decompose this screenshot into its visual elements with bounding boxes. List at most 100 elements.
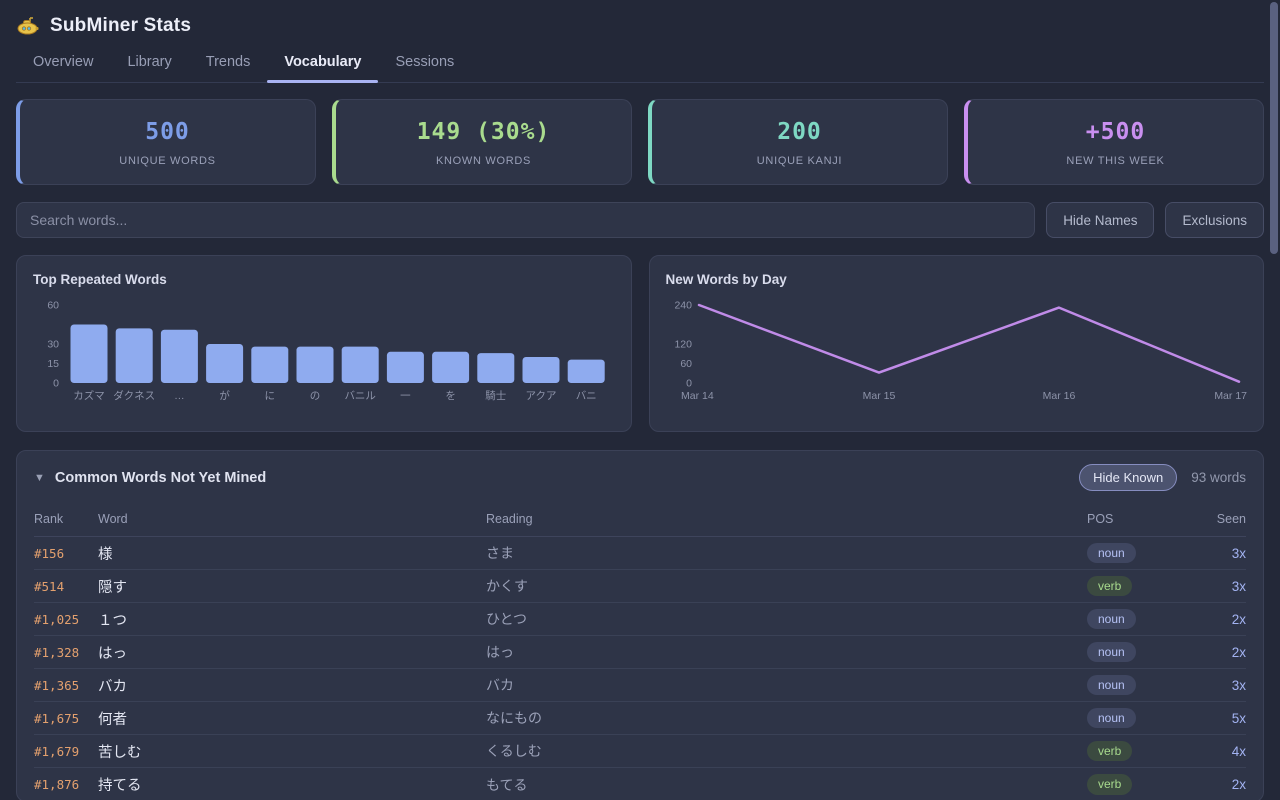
cell-seen: 5x xyxy=(1231,710,1246,726)
svg-text:Mar 16: Mar 16 xyxy=(1042,390,1075,402)
svg-text:バニル: バニル xyxy=(344,390,376,402)
line-chart-title: New Words by Day xyxy=(665,272,787,287)
stat-card-unique-kanji: 200 UNIQUE KANJI xyxy=(648,99,948,185)
svg-text:240: 240 xyxy=(674,300,692,312)
pos-badge: verb xyxy=(1087,740,1133,762)
cell-seen: 3x xyxy=(1231,545,1246,561)
svg-text:ダクネス: ダクネス xyxy=(113,389,155,402)
cell-word: 持てる xyxy=(98,778,142,794)
collapse-triangle-icon[interactable]: ▼ xyxy=(34,471,45,484)
svg-text:60: 60 xyxy=(680,358,692,370)
svg-text:Mar 15: Mar 15 xyxy=(862,390,895,402)
table-row[interactable]: #1,876 持てる もてる verb 2x xyxy=(34,768,1246,800)
cell-pos: noun xyxy=(1087,608,1202,630)
exclusions-button[interactable]: Exclusions xyxy=(1165,202,1264,238)
stat-value: 500 xyxy=(145,119,190,145)
table-row[interactable]: #1,365 バカ バカ noun 3x xyxy=(34,669,1246,702)
toolbar: Hide Names Exclusions xyxy=(16,202,1264,238)
cell-rank: #1,675 xyxy=(34,710,80,726)
svg-text:が: が xyxy=(219,389,230,402)
scrollbar-thumb[interactable] xyxy=(1270,2,1278,254)
page-title: SubMiner Stats xyxy=(50,15,192,36)
submarine-logo-icon xyxy=(17,17,39,35)
section-title: Common Words Not Yet Mined xyxy=(54,469,267,486)
cell-seen: 2x xyxy=(1231,644,1246,660)
cell-seen: 4x xyxy=(1231,743,1246,759)
svg-text:一: 一 xyxy=(400,390,411,402)
cell-pos: verb xyxy=(1087,575,1202,597)
pos-badge: noun xyxy=(1087,707,1136,729)
col-reading: Reading xyxy=(486,512,533,526)
pos-badge: noun xyxy=(1087,674,1136,696)
stat-card-known-words: 149 (30%) KNOWN WORDS xyxy=(332,99,632,185)
cell-pos: verb xyxy=(1087,740,1202,762)
svg-text:15: 15 xyxy=(47,358,59,370)
cell-word: 苦しむ xyxy=(98,744,142,761)
cell-word: 隠す xyxy=(98,579,127,596)
stat-value: 200 xyxy=(777,119,822,145)
cell-rank: #1,365 xyxy=(34,677,80,693)
cell-word: はっ xyxy=(98,645,127,662)
table-header: ▼ Common Words Not Yet Mined Hide Known … xyxy=(34,464,1246,491)
svg-text:0: 0 xyxy=(53,378,59,390)
cell-seen: 2x xyxy=(1231,777,1246,792)
new-words-by-day-chart: 0 60 120 240 Mar 14 Mar 15 Mar 16 Mar 17 xyxy=(674,300,1247,403)
col-word: Word xyxy=(98,512,128,526)
table-row[interactable]: #1,675 何者 なにもの noun 5x xyxy=(34,702,1246,735)
stat-value: 149 (30%) xyxy=(416,119,551,145)
cell-word: バカ xyxy=(98,678,127,695)
cell-word: 何者 xyxy=(98,711,127,728)
table-row[interactable]: #156 様 さま noun 3x xyxy=(34,537,1246,570)
line-chart-card: New Words by Day 0 60 120 240 Mar 14 Mar 15 Ma… xyxy=(648,255,1264,432)
tab-library[interactable]: Library xyxy=(127,54,172,70)
search-input[interactable] xyxy=(16,202,1036,238)
cell-word: １つ xyxy=(98,612,127,629)
svg-text:アクア: アクア xyxy=(526,390,557,402)
tab-vocabulary[interactable]: Vocabulary xyxy=(267,54,379,83)
bar-chart-card: Top Repeated Words 0 15 30 60 カズマ ダクネス … が に の バニル… xyxy=(16,255,632,432)
svg-text:カズマ: カズマ xyxy=(73,389,105,402)
cell-pos: verb xyxy=(1087,774,1202,795)
svg-text:60: 60 xyxy=(47,300,59,312)
cell-seen: 2x xyxy=(1231,611,1246,627)
stat-label: NEW THIS WEEK xyxy=(1066,155,1165,167)
svg-text:30: 30 xyxy=(47,339,59,351)
col-seen: Seen xyxy=(1216,512,1246,526)
app-header: SubMiner Stats Overview Library Trends Voca… xyxy=(0,0,1280,83)
pos-badge: verb xyxy=(1087,774,1133,795)
svg-text:0: 0 xyxy=(686,378,692,390)
table-row[interactable]: #1,328 はっ はっ noun 2x xyxy=(34,636,1246,669)
svg-text:を: を xyxy=(445,390,456,402)
brand: SubMiner Stats xyxy=(16,14,1264,38)
cell-reading: かくす xyxy=(486,578,528,594)
cell-rank: #1,328 xyxy=(34,644,80,660)
table-row[interactable]: #514 隠す かくす verb 3x xyxy=(34,570,1246,603)
svg-text:120: 120 xyxy=(674,339,692,351)
cell-word: 様 xyxy=(98,546,113,563)
cell-seen: 3x xyxy=(1231,578,1246,594)
svg-text:バニ: バニ xyxy=(576,390,597,402)
col-pos: POS xyxy=(1087,512,1114,526)
cell-pos: noun xyxy=(1087,707,1202,729)
cell-reading: バカ xyxy=(486,677,514,693)
cell-rank: #1,025 xyxy=(34,611,80,627)
main-content: 500 UNIQUE WORDS 149 (30%) KNOWN WORDS 200 UN… xyxy=(0,99,1280,800)
stats-grid: 500 UNIQUE WORDS 149 (30%) KNOWN WORDS 200 UN… xyxy=(16,99,1264,185)
table-row[interactable]: #1,679 苦しむ くるしむ verb 4x xyxy=(34,735,1246,768)
tab-overview[interactable]: Overview xyxy=(33,54,94,70)
cell-reading: くるしむ xyxy=(486,743,542,759)
stat-label: KNOWN WORDS xyxy=(435,155,532,167)
svg-text:に: に xyxy=(265,390,276,402)
cell-reading: もてる xyxy=(486,776,528,793)
svg-text:騎士: 騎士 xyxy=(485,389,506,402)
tab-sessions[interactable]: Sessions xyxy=(395,54,455,70)
stat-card-unique-words: 500 UNIQUE WORDS xyxy=(16,99,316,185)
cell-pos: noun xyxy=(1087,542,1202,564)
hide-known-button[interactable]: Hide Known xyxy=(1079,464,1178,491)
table-row[interactable]: #1,025 １つ ひとつ noun 2x xyxy=(34,603,1246,636)
column-header-row: Rank Word Reading POS Seen xyxy=(34,512,1246,537)
cell-rank: #156 xyxy=(34,545,65,561)
tab-trends[interactable]: Trends xyxy=(205,54,251,70)
pos-badge: verb xyxy=(1087,575,1133,597)
hide-names-button[interactable]: Hide Names xyxy=(1046,202,1155,238)
